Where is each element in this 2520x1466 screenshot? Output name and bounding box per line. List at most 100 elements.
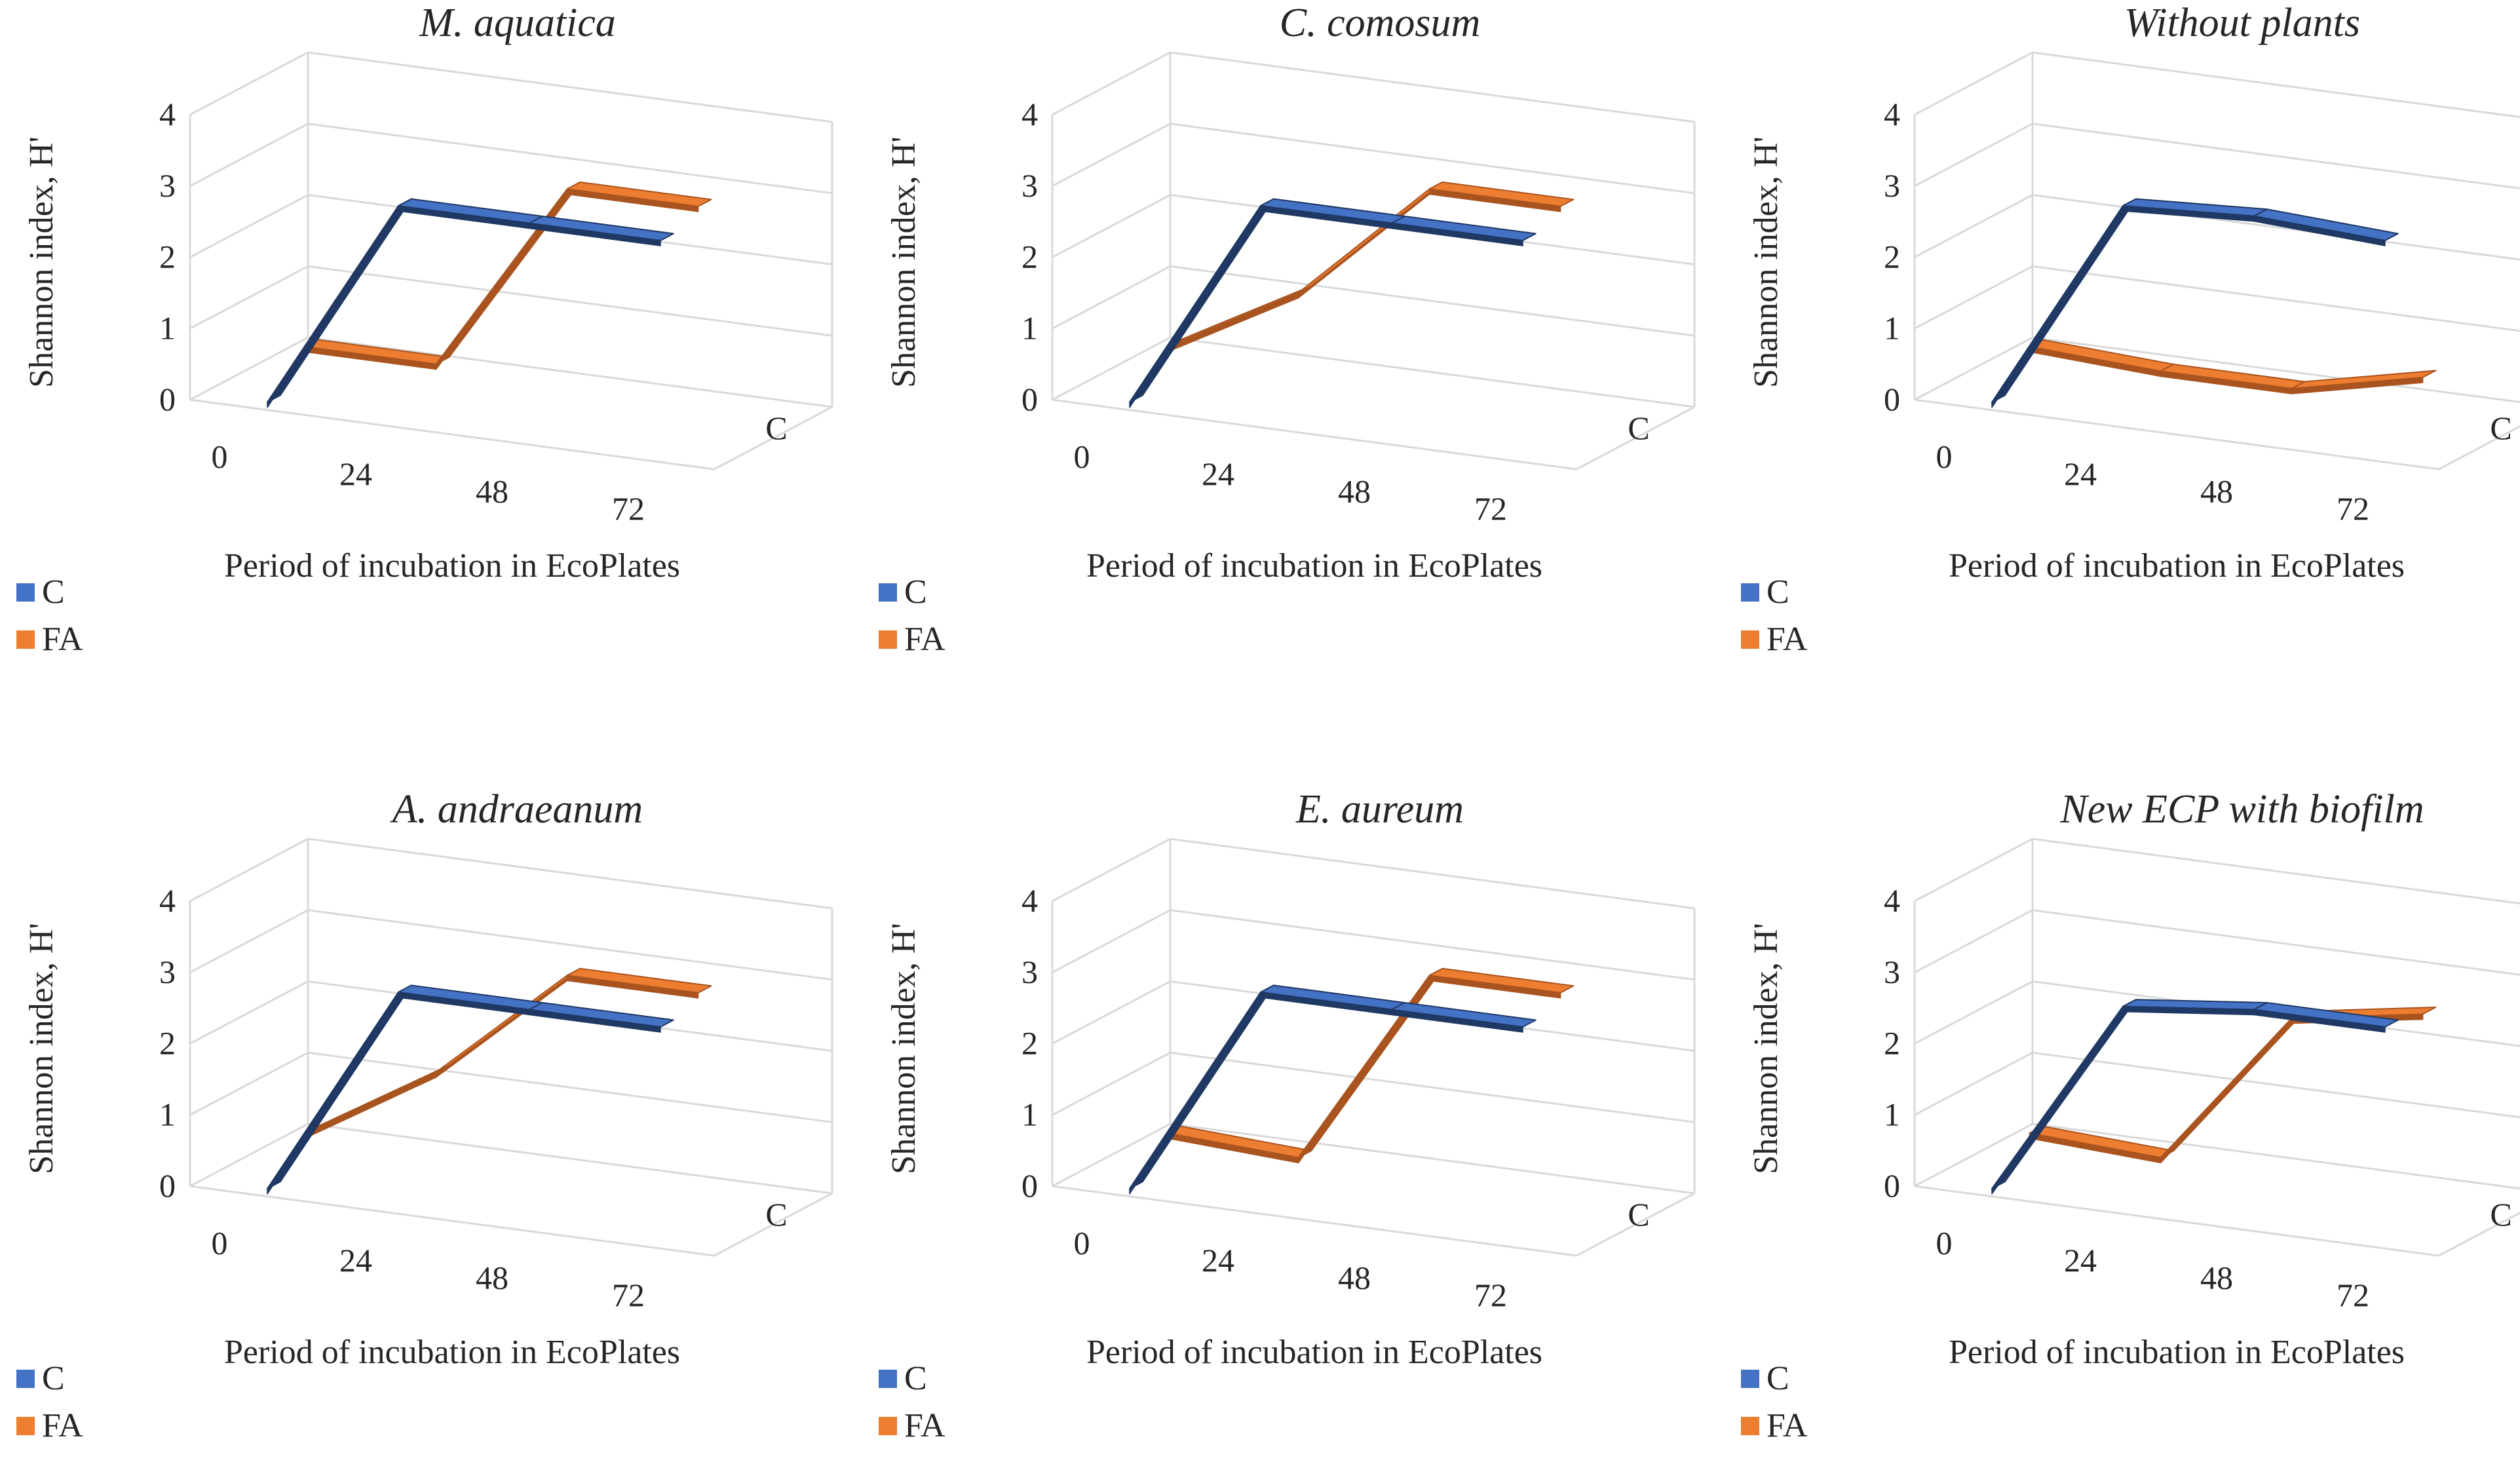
floor-front-edge [1914, 398, 2439, 471]
x-tick-label: 72 [1474, 490, 1507, 527]
y-tick-label: 2 [159, 239, 176, 275]
series-c-segment-0 [1991, 999, 2137, 1189]
y-tick-label: 1 [159, 309, 176, 346]
floor-front-edge [189, 398, 715, 471]
series-fa-segment-1 [435, 967, 581, 1073]
gridline-y-2 [1052, 980, 1695, 1052]
x-axis-title: Period of incubation in EcoPlates [224, 547, 680, 585]
depth-axis-label: C [2490, 1196, 2511, 1233]
depth-axis-label: C [765, 410, 787, 446]
series-c-segment-2 [529, 1002, 674, 1028]
gridline-y-4 [189, 838, 833, 910]
legend-label-c: C [1766, 1360, 1789, 1397]
legend-swatch-c [16, 583, 35, 602]
series-fa-ribbon [2029, 1007, 2437, 1164]
y-tick-label: 1 [1884, 309, 1900, 346]
series-fa-segment-1 [2160, 1011, 2306, 1159]
gridline-y-2 [189, 193, 833, 265]
series-fa-ribbon [304, 181, 712, 370]
gridline-y-3 [189, 909, 833, 981]
legend-swatch-fa [16, 630, 35, 649]
x-axis-title: Period of incubation in EcoPlates [224, 1334, 680, 1371]
gridline-y-0 [1052, 1123, 1695, 1195]
x-tick-label: 48 [2200, 473, 2233, 509]
x-tick-label: 24 [339, 1242, 372, 1279]
series-c-segment-2 [2253, 1002, 2399, 1028]
series-c-ribbon [1991, 999, 2399, 1195]
floor-front-edge [1914, 1185, 2439, 1257]
y-tick-label: 0 [1884, 381, 1900, 417]
x-tick-label: 0 [212, 1224, 228, 1261]
x-tick-label: 0 [1074, 438, 1090, 474]
series-c-segment-0 [1991, 198, 2137, 403]
y-axis-title: Shannon index, H' [1747, 136, 1785, 387]
x-tick-label: 72 [2337, 490, 2369, 527]
x-axis-title: Period of incubation in EcoPlates [1086, 547, 1542, 585]
chart-title: A. andraeanum [390, 787, 643, 832]
y-tick-label: 4 [159, 96, 176, 132]
y-tick-label: 3 [1021, 954, 1038, 990]
gridlines [1051, 838, 1696, 1257]
x-tick-label: 72 [1474, 1277, 1507, 1313]
x-tick-label: 48 [476, 473, 508, 509]
y-tick-label: 2 [1021, 1025, 1038, 1062]
legend-label-c: C [904, 1360, 927, 1397]
y-tick-label: 2 [159, 1025, 176, 1062]
series-fa-ribbon [2029, 339, 2437, 395]
x-tick-label: 0 [1936, 438, 1953, 474]
floor-front-edge [1052, 398, 1577, 471]
x-tick-label: 48 [1338, 473, 1371, 509]
y-tick-label: 2 [1021, 239, 1038, 275]
series-fa-segment-2 [566, 181, 712, 207]
floor-right-edge [714, 1192, 833, 1257]
x-tick-label: 24 [1202, 455, 1234, 492]
x-axis-title: Period of incubation in EcoPlates [1086, 1334, 1542, 1371]
legend-swatch-c [1741, 583, 1759, 602]
gridline-y-3 [1052, 123, 1695, 195]
y-tick-label: 0 [1021, 1167, 1038, 1204]
floor-right-edge [2438, 425, 2520, 471]
y-tick-label: 4 [1021, 882, 1038, 919]
gridline-y-1 [1914, 1051, 2520, 1119]
x-tick-label: 0 [212, 438, 228, 474]
gridline-y-2 [1052, 193, 1695, 265]
depth-axis-label: C [1628, 1196, 1649, 1233]
x-tick-label: 24 [2064, 455, 2097, 492]
chart-panel-1: M. aquatica 0 1 2 3 4 0 24 48 72 C Shannon index, H… [16, 1, 833, 658]
legend-label-c: C [1766, 573, 1789, 611]
chart-title: Without plants [2124, 1, 2360, 45]
legend-swatch-fa [879, 630, 897, 649]
series-c-ribbon [1129, 198, 1537, 408]
x-tick-label: 24 [1202, 1242, 1234, 1279]
y-axis-title: Shannon index, H' [23, 923, 60, 1174]
chart-title: M. aquatica [419, 1, 616, 45]
chart-panel-4: A. andraeanum 0 1 2 3 4 0 24 48 72 C Shannon index,… [16, 787, 833, 1444]
gridline-y-2 [1914, 980, 2520, 1047]
gridlines [1913, 838, 2520, 1257]
series-c-ribbon [267, 984, 674, 1195]
y-tick-label: 0 [1021, 381, 1038, 417]
legend: C FA [1741, 573, 1808, 658]
gridline-y-4 [1914, 51, 2520, 119]
chart-title: C. comosum [1280, 1, 1481, 45]
legend: C FA [879, 573, 945, 658]
floor-front-edge [1052, 1185, 1577, 1257]
series-fa-ribbon [304, 967, 712, 1139]
y-tick-label: 1 [159, 1096, 176, 1132]
y-axis-title: Shannon index, H' [885, 923, 923, 1174]
legend: C FA [879, 1360, 945, 1444]
chart-title: E. aureum [1295, 787, 1464, 832]
chart-title: New ECP with biofilm [2059, 787, 2424, 832]
series-c-segment-2 [1391, 1002, 1537, 1028]
x-tick-label: 72 [2337, 1277, 2369, 1313]
series-fa-segment-1 [1297, 181, 1443, 294]
y-tick-label: 3 [1884, 167, 1900, 204]
x-tick-label: 72 [612, 490, 645, 527]
y-tick-label: 0 [159, 1167, 176, 1204]
y-tick-label: 3 [159, 167, 176, 204]
legend: C FA [1741, 1360, 1808, 1444]
depth-axis-label: C [765, 1196, 787, 1233]
y-tick-label: 2 [1884, 1025, 1900, 1062]
y-tick-label: 0 [1884, 1167, 1900, 1204]
